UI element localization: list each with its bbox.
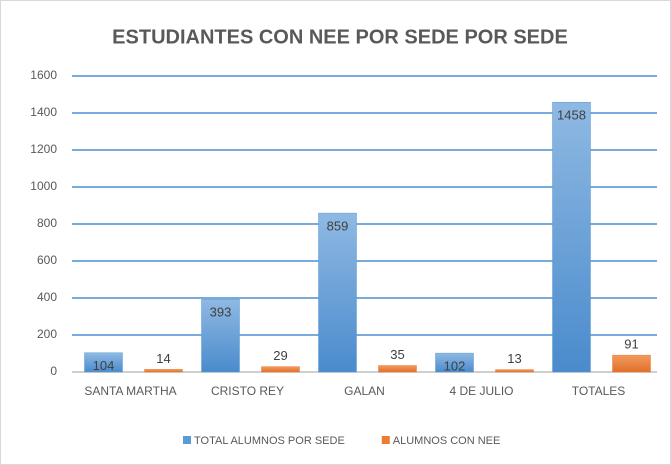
y-tick-label: 1000 [30, 179, 57, 193]
legend-swatch [183, 436, 191, 444]
data-label: 104 [93, 358, 115, 373]
y-tick-label: 1200 [30, 142, 57, 156]
data-label: 91 [624, 337, 638, 352]
data-label: 1458 [557, 108, 586, 123]
y-tick-label: 600 [37, 253, 57, 267]
x-tick-label: GALAN [344, 384, 385, 398]
y-tick-label: 1400 [30, 105, 57, 119]
x-tick-label: CRISTO REY [211, 384, 284, 398]
y-tick-label: 1600 [30, 68, 57, 82]
bar [612, 354, 651, 373]
bar [261, 366, 300, 373]
bar [318, 212, 357, 373]
x-tick-label: 4 DE JULIO [449, 384, 513, 398]
bar [378, 365, 417, 373]
legend-swatch [381, 436, 390, 444]
legend-label: TOTAL ALUMNOS POR SEDE [194, 435, 345, 447]
data-label: 859 [327, 219, 349, 234]
bar [201, 299, 240, 373]
data-label: 13 [507, 351, 521, 366]
bar [435, 352, 474, 373]
bar [84, 352, 123, 373]
y-tick-label: 200 [37, 327, 57, 341]
chart-title: ESTUDIANTES CON NEE POR SEDE POR SEDE [112, 26, 568, 48]
data-label: 393 [210, 305, 232, 320]
x-tick-label: SANTA MARTHA [84, 384, 176, 398]
y-tick-label: 0 [50, 364, 57, 378]
y-tick-label: 400 [37, 290, 57, 304]
data-label: 29 [273, 348, 287, 363]
bar [144, 369, 183, 373]
bar [552, 102, 591, 373]
data-label: 35 [390, 347, 404, 362]
bar [495, 369, 534, 373]
y-tick-label: 800 [37, 216, 57, 230]
data-label: 14 [156, 351, 170, 366]
x-tick-label: TOTALES [572, 384, 626, 398]
legend-label: ALUMNOS CON NEE [393, 435, 501, 447]
data-label: 102 [444, 359, 466, 374]
